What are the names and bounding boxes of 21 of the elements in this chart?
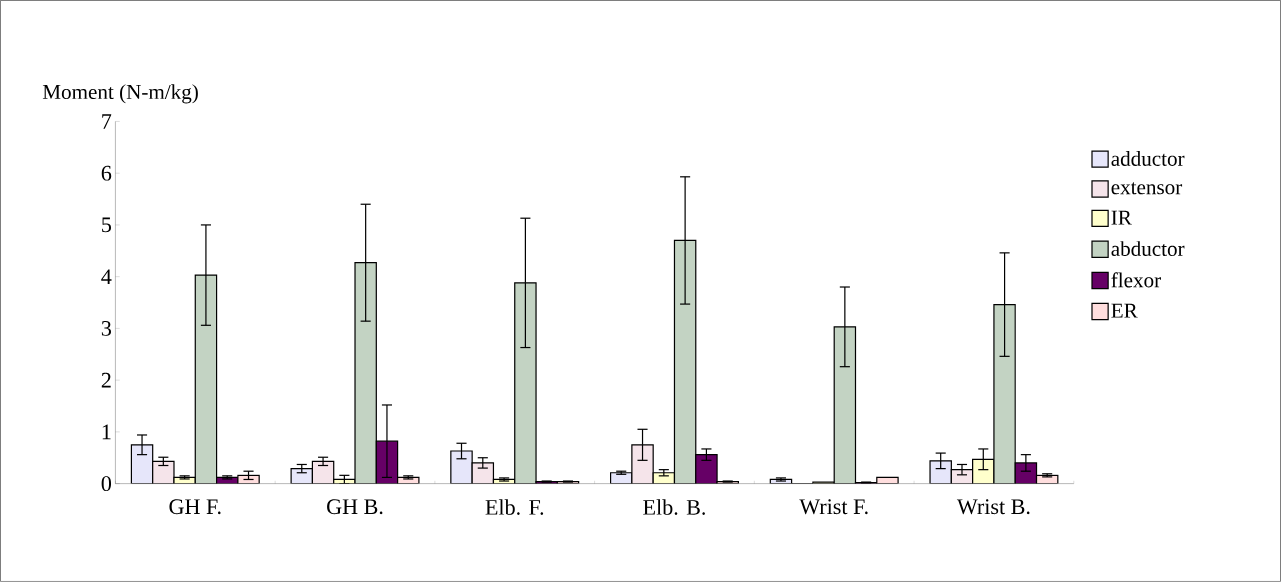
y-tick-label: 1 [102, 424, 111, 440]
x-tick-label: GH F. [169, 499, 221, 515]
x-tick-label: Elb. B. [643, 499, 705, 515]
legend-label: abductor [1111, 241, 1185, 257]
x-tick-label: Wrist B. [956, 499, 1030, 515]
y-axis-title: Moment (N-m/kg) [42, 84, 198, 104]
x-tick-label: Wrist F. [799, 499, 868, 515]
legend-label: extensor [1111, 182, 1183, 195]
y-tick-label: 5 [102, 217, 112, 233]
y-tick-label: 7 [102, 114, 112, 129]
legend-label: IR [1111, 210, 1132, 225]
legend-label: flexor [1111, 272, 1161, 288]
x-tick-label: Elb. F. [485, 499, 544, 515]
y-tick-label: 6 [101, 165, 112, 181]
x-tick-label: GH B. [327, 499, 383, 515]
legend-label: ER [1111, 303, 1138, 318]
y-tick-label: 2 [101, 372, 111, 388]
y-tick-label: 0 [101, 476, 112, 492]
y-tick-label: 4 [101, 269, 112, 284]
y-tick-label: 3 [101, 321, 112, 336]
legend-label: adductor [1111, 151, 1185, 166]
